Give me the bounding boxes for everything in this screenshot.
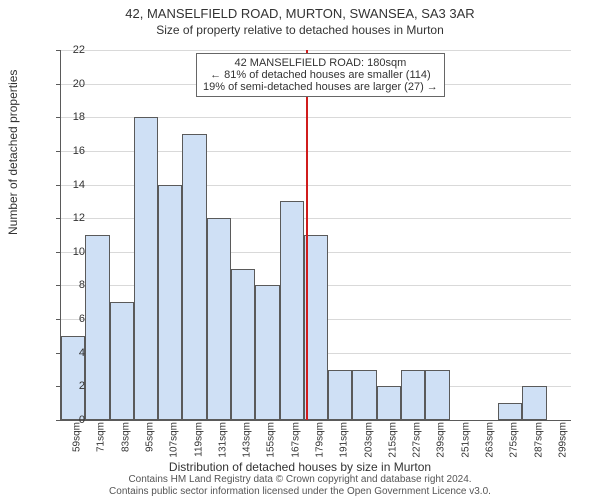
credit-line-1: Contains HM Land Registry data © Crown c…	[128, 474, 471, 485]
y-tick-label: 8	[55, 279, 85, 291]
x-tick-label: 275sqm	[509, 422, 520, 458]
histogram-bar	[498, 403, 522, 420]
x-tick-label: 59sqm	[72, 422, 83, 452]
x-tick-label: 119sqm	[193, 422, 204, 457]
x-tick-label: 155sqm	[266, 422, 277, 458]
y-tick-label: 6	[55, 313, 85, 325]
histogram-bar	[377, 386, 401, 420]
annotation-line: 19% of semi-detached houses are larger (…	[203, 81, 438, 93]
annotation-line: ← 81% of detached houses are smaller (11…	[203, 69, 438, 81]
property-marker-line	[306, 50, 308, 420]
x-tick-label: 179sqm	[315, 422, 326, 458]
x-tick-label: 299sqm	[557, 422, 568, 458]
x-tick-label: 191sqm	[339, 422, 350, 458]
y-axis-label: Number of detached properties	[6, 70, 20, 235]
x-tick-label: 227sqm	[412, 422, 423, 458]
x-tick-label: 263sqm	[485, 422, 496, 458]
histogram-bar	[352, 370, 376, 420]
x-tick-label: 107sqm	[169, 422, 180, 458]
x-tick-label: 287sqm	[533, 422, 544, 458]
histogram-bar	[110, 302, 134, 420]
chart-container: { "title": "42, MANSELFIELD ROAD, MURTON…	[0, 0, 600, 500]
y-tick-label: 10	[55, 246, 85, 258]
histogram-bar	[207, 218, 231, 420]
y-tick-label: 16	[55, 145, 85, 157]
histogram-bar	[255, 285, 279, 420]
x-tick-label: 131sqm	[217, 422, 228, 458]
x-tick-label: 251sqm	[460, 422, 471, 458]
histogram-bar	[425, 370, 449, 420]
annotation-box: 42 MANSELFIELD ROAD: 180sqm← 81% of deta…	[196, 53, 445, 97]
histogram-bar	[85, 235, 109, 420]
chart-title: 42, MANSELFIELD ROAD, MURTON, SWANSEA, S…	[0, 0, 600, 21]
y-tick-label: 0	[55, 414, 85, 426]
histogram-bar	[182, 134, 206, 420]
y-tick-label: 12	[55, 212, 85, 224]
x-tick-label: 203sqm	[363, 422, 374, 458]
y-tick-label: 18	[55, 111, 85, 123]
histogram-bar	[231, 269, 255, 420]
y-tick-label: 20	[55, 78, 85, 90]
histogram-bar	[401, 370, 425, 420]
plot-area: 59sqm71sqm83sqm95sqm107sqm119sqm131sqm14…	[60, 50, 571, 421]
credit-text: Contains HM Land Registry data © Crown c…	[0, 474, 600, 498]
x-tick-label: 95sqm	[145, 422, 156, 452]
x-axis-label: Distribution of detached houses by size …	[0, 460, 600, 474]
y-tick-label: 2	[55, 380, 85, 392]
gridline	[61, 50, 571, 51]
x-tick-label: 71sqm	[96, 422, 107, 452]
histogram-bar	[134, 117, 158, 420]
credit-line-2: Contains public sector information licen…	[109, 486, 491, 497]
y-tick-label: 14	[55, 179, 85, 191]
x-tick-label: 239sqm	[436, 422, 447, 458]
y-tick-label: 4	[55, 347, 85, 359]
x-tick-label: 215sqm	[387, 422, 398, 458]
histogram-bar	[328, 370, 352, 420]
histogram-bar	[158, 185, 182, 420]
x-tick-label: 143sqm	[242, 422, 253, 458]
y-tick-label: 22	[55, 44, 85, 56]
chart-subtitle: Size of property relative to detached ho…	[0, 23, 600, 37]
x-tick-label: 83sqm	[120, 422, 131, 452]
histogram-bar	[522, 386, 546, 420]
annotation-line: 42 MANSELFIELD ROAD: 180sqm	[203, 57, 438, 69]
x-tick-label: 167sqm	[290, 422, 301, 458]
histogram-bar	[280, 201, 304, 420]
